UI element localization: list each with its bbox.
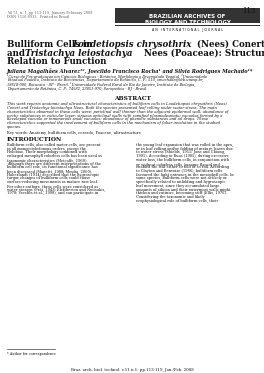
Text: and: and xyxy=(7,48,28,57)
Text: leaf movement, since they accumulated large: leaf movement, since they accumulated la… xyxy=(136,184,219,188)
Text: favoured the light entrance in the mesophyll cells. In: favoured the light entrance in the mesop… xyxy=(136,173,234,177)
Text: characteristics supported the involvement of bulliform cells in the mechanism of: characteristics supported the involvemen… xyxy=(7,121,220,125)
Text: enabled the leaf either to fold or to roll. According: enabled the leaf either to fold or to ro… xyxy=(136,165,229,169)
Text: Considering the taxonomic and likely: Considering the taxonomic and likely xyxy=(136,195,205,199)
Text: 18618-000, Botucatu - SP - Brasil. ¹Universidade Federal Rural do Rio de Janeiro: 18618-000, Botucatu - SP - Brasil. ¹Univ… xyxy=(7,82,195,87)
Text: 1978; Vecchia et al., 1998), and can participate in: 1978; Vecchia et al., 1998), and can par… xyxy=(7,191,98,195)
Text: amounts of silicon and their outermost walls might: amounts of silicon and their outermost w… xyxy=(136,188,230,191)
Text: Bulliform Cells in: Bulliform Cells in xyxy=(7,40,96,49)
Text: Haberlandt (1914) described that the hygroscopic: Haberlandt (1914) described that the hyg… xyxy=(7,173,99,177)
Text: INTRODUCTION: INTRODUCTION xyxy=(7,137,62,142)
Text: Departamento de Botânica, C. P.: 74582, 23851-970, Seropédica - RJ - Brasil.: Departamento de Botânica, C. P.: 74582, … xyxy=(7,87,147,91)
Text: Estadual Paulista, Instituto de Biociências, Departamento de Botânica, C. P.: 51: Estadual Paulista, Instituto de Biociênc… xyxy=(7,78,203,82)
Text: A N   I N T E R N A T I O N A L   J O U R N A L: A N I N T E R N A T I O N A L J O U R N … xyxy=(152,28,223,32)
Text: been discussed (Manetti, 1988; Moulia, 2000).: been discussed (Manetti, 1988; Moulia, 2… xyxy=(7,169,92,173)
Text: to water stress (Shields, 1951; Jane and Chiang,: to water stress (Shields, 1951; Jane and… xyxy=(136,150,225,154)
Text: Braz. arch. biol. technol. v.51 n.1: pp.113-119, Jan./Feb. 2008: Braz. arch. biol. technol. v.51 n.1: pp.… xyxy=(71,368,193,372)
Text: Nees (Poaceae): Structure in: Nees (Poaceae): Structure in xyxy=(141,48,264,57)
Text: * Author for correspondence: * Author for correspondence xyxy=(7,352,56,357)
Text: Conert and Tristachya leiostachya Nees. Both the species presented leaf rolling : Conert and Tristachya leiostachya Nees. … xyxy=(7,106,217,110)
Text: pectic substances in cuticular layer; sinuous anticlinal walls with ramified pla: pectic substances in cuticular layer; si… xyxy=(7,113,223,117)
Text: turgor changes of bulliform cells could cause: turgor changes of bulliform cells could … xyxy=(7,176,90,181)
Text: (Nees) Conert: (Nees) Conert xyxy=(194,40,264,49)
Text: developed vacuole or innumerous small vacuoles; abundance of phenolic substances: developed vacuole or innumerous small va… xyxy=(7,117,208,121)
Text: taxonomic characteristics (Metcalfe, 1960).: taxonomic characteristics (Metcalfe, 196… xyxy=(7,158,88,162)
Text: 1991). According to Ruas (1985), during excessive: 1991). According to Ruas (1985), during … xyxy=(136,154,229,158)
Bar xyxy=(115,8,260,12)
Text: specifically related to unfolding and hygroscopic: specifically related to unfolding and hy… xyxy=(136,180,225,184)
Text: BIOLOGY AND TECHNOLOGY: BIOLOGY AND TECHNOLOGY xyxy=(145,19,230,25)
Text: water storage (Prat, 1948; Eleftheriou and Noitsakis,: water storage (Prat, 1948; Eleftheriou a… xyxy=(7,188,106,191)
Text: Although there are different interpretations of the: Although there are different interpretat… xyxy=(7,162,101,166)
Text: Key words: Anatomy, bulliform cells, cerrado, Poaceae, ultrastructure: Key words: Anatomy, bulliform cells, cer… xyxy=(7,131,141,135)
Bar xyxy=(115,12,260,23)
Text: Vol 51, n. 1, pp 113-119, January-February 2008: Vol 51, n. 1, pp 113-119, January-Februa… xyxy=(7,11,92,15)
Text: Bulliform cells, also called motor cells, are present: Bulliform cells, also called motor cells… xyxy=(7,143,101,147)
Text: BRAZILIAN ARCHIVES OF: BRAZILIAN ARCHIVES OF xyxy=(149,15,226,19)
Bar xyxy=(115,25,260,26)
Text: in all monocotyledonous orders, except the: in all monocotyledonous orders, except t… xyxy=(7,147,86,151)
Text: Helobiae. Their morphology combined with: Helobiae. Their morphology combined with xyxy=(7,150,87,154)
Text: Loudetiopsis chrysothrix: Loudetiopsis chrysothrix xyxy=(72,40,191,49)
Text: characteristics observed in these cells were: periclinal wall thinner than the a: characteristics observed in these cells … xyxy=(7,110,228,114)
Text: ABSTRACT: ABSTRACT xyxy=(114,96,150,101)
Text: ISSN 1516-8913   Printed in Brazil: ISSN 1516-8913 Printed in Brazil xyxy=(7,16,69,19)
Text: bulliform cell role, its functional significance has: bulliform cell role, its functional sign… xyxy=(7,165,98,169)
Text: ¹Curso de Pós-graduação em Ciências Biológicas - Botânica, Morfologia e Diversid: ¹Curso de Pós-graduação em Ciências Biol… xyxy=(7,74,207,79)
Text: This work reports anatomic and ultrastructural characteristics of bulliform cell: This work reports anatomic and ultrastru… xyxy=(7,102,227,106)
Text: For other authors, these cells were considered as: For other authors, these cells were cons… xyxy=(7,184,98,188)
Text: Tristachya leiostachya: Tristachya leiostachya xyxy=(25,48,133,57)
Text: enlarged mesophyll colorless cells has been used as: enlarged mesophyll colorless cells has b… xyxy=(7,154,102,158)
Text: Juliana Magalhães Alvarez¹², Joecildo Francisco Rocha¹ and Silvia Rodrigues Mach: Juliana Magalhães Alvarez¹², Joecildo Fr… xyxy=(7,68,253,74)
Text: or in leaf rolling and/or folding of mature leaves due: or in leaf rolling and/or folding of mat… xyxy=(136,147,233,151)
Text: surface-reducing movements in mature new leaf.: surface-reducing movements in mature new… xyxy=(7,180,98,184)
Text: thicken and cutinize, becoming stiff (Ellis, 1976).: thicken and cutinize, becoming stiff (El… xyxy=(136,191,227,195)
Text: 113: 113 xyxy=(243,7,256,15)
Text: water loss, the bulliform cells, in conjunction with: water loss, the bulliform cells, in conj… xyxy=(136,158,229,162)
Text: ecophysiological role of bulliform cells, their: ecophysiological role of bulliform cells… xyxy=(136,198,218,203)
Text: some species, bulliform cells were not actively or: some species, bulliform cells were not a… xyxy=(136,176,227,181)
Text: species.: species. xyxy=(7,125,22,129)
Text: or without colorless cells, became flaccid and: or without colorless cells, became flacc… xyxy=(136,162,220,166)
Text: Relation to Function: Relation to Function xyxy=(7,57,106,66)
Text: to Clayton and Renvoize (1986), bulliform cells: to Clayton and Renvoize (1986), bullifor… xyxy=(136,169,222,173)
Text: the young leaf expansion that was rolled in the apex,: the young leaf expansion that was rolled… xyxy=(136,143,233,147)
